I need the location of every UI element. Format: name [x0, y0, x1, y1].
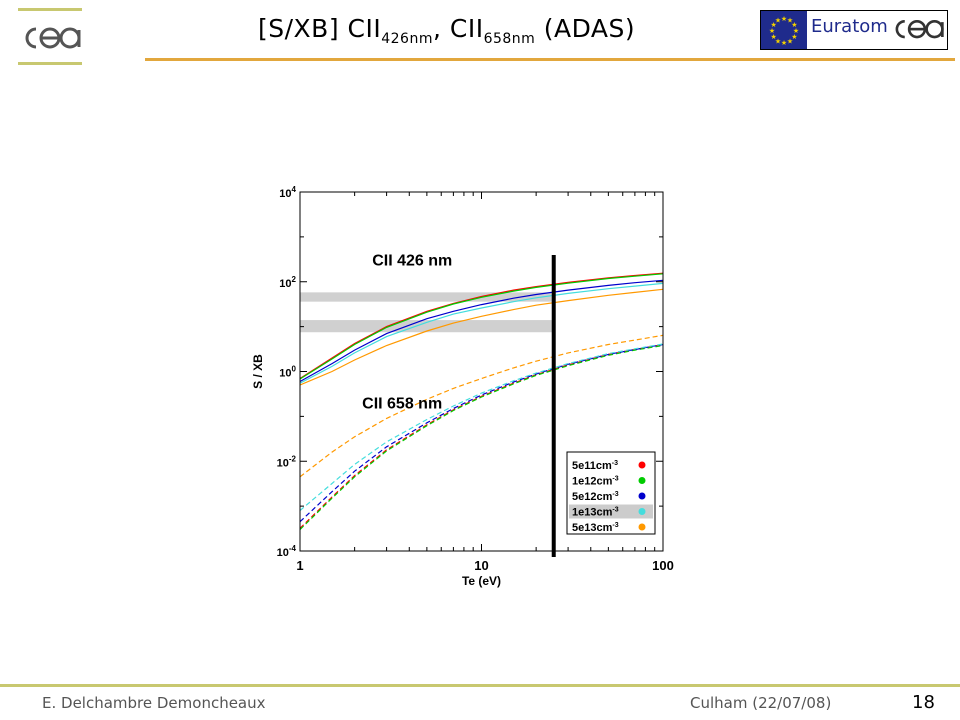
legend-marker: [638, 461, 646, 469]
x-tick-label: 10: [474, 558, 488, 573]
legend-marker: [638, 492, 646, 500]
series-line: [299, 282, 664, 384]
eu-star-icon: ★: [775, 37, 781, 45]
series-line: [299, 343, 664, 529]
legend-highlight: [569, 504, 653, 519]
legend-marker: [638, 508, 646, 515]
legend-label: 5e11cm-3: [572, 460, 618, 472]
series-line: [299, 343, 664, 511]
eu-star-icon: ★: [770, 33, 776, 41]
y-axis-label: S / XB: [251, 354, 265, 389]
series-line: [299, 344, 664, 531]
legend-label: 5e13cm-3: [572, 522, 619, 534]
annotation-label: CII 426 nm: [372, 253, 452, 270]
eu-star-icon: ★: [787, 17, 793, 25]
footer-author: E. Delchambre Demoncheaux: [42, 694, 266, 712]
annotation-label: CII 658 nm: [362, 395, 442, 412]
footer-event: Culham (22/07/08): [690, 694, 832, 712]
legend-marker: [638, 477, 646, 484]
y-tick-label: 10-2: [277, 454, 297, 469]
eu-star-icon: ★: [775, 17, 781, 25]
eu-star-icon: ★: [781, 39, 787, 47]
x-tick-label: 1: [296, 558, 303, 573]
eu-star-icon: ★: [791, 21, 797, 29]
euratom-label: Euratom: [811, 16, 888, 37]
eu-star-icon: ★: [793, 27, 799, 35]
euratom-logo: ★ ★ ★ ★ ★ ★ ★ ★ ★ ★ ★ ★ Euratom: [760, 10, 948, 50]
cea-small-logo: [895, 19, 944, 39]
shaded-band: [300, 320, 554, 333]
y-tick-label: 100: [279, 365, 296, 380]
legend-label: 1e12cm-3: [572, 476, 619, 488]
series-line: [299, 273, 664, 380]
eu-star-icon: ★: [791, 33, 797, 41]
y-tick-label: 102: [279, 275, 296, 290]
series-line: [299, 279, 664, 383]
page-title: [S/XB] CII426nm, CII658nm (ADAS): [258, 14, 636, 47]
legend-label: 1e13cm-3: [572, 507, 619, 519]
eu-flag-icon: ★ ★ ★ ★ ★ ★ ★ ★ ★ ★ ★ ★: [761, 11, 807, 49]
series-line: [299, 334, 664, 478]
legend-marker: [638, 523, 646, 531]
header-rule: [145, 58, 955, 61]
footer-rule: [0, 684, 960, 687]
x-tick-label: 100: [652, 558, 674, 573]
eu-star-icon: ★: [770, 21, 776, 29]
eu-star-icon: ★: [781, 15, 787, 23]
cea-logo-mark: [25, 27, 81, 49]
eu-star-icon: ★: [787, 37, 793, 45]
series-line: [299, 288, 664, 386]
eu-star-icon: ★: [769, 27, 775, 35]
legend-label: 5e12cm-3: [572, 491, 619, 503]
shaded-band: [300, 292, 554, 302]
y-tick-label: 104: [279, 185, 296, 200]
x-axis-label: Te (eV): [462, 574, 501, 588]
y-tick-label: 10-4: [277, 544, 297, 559]
series-line: [299, 343, 664, 523]
cea-logo: [18, 8, 82, 68]
page-number: 18: [912, 692, 935, 713]
